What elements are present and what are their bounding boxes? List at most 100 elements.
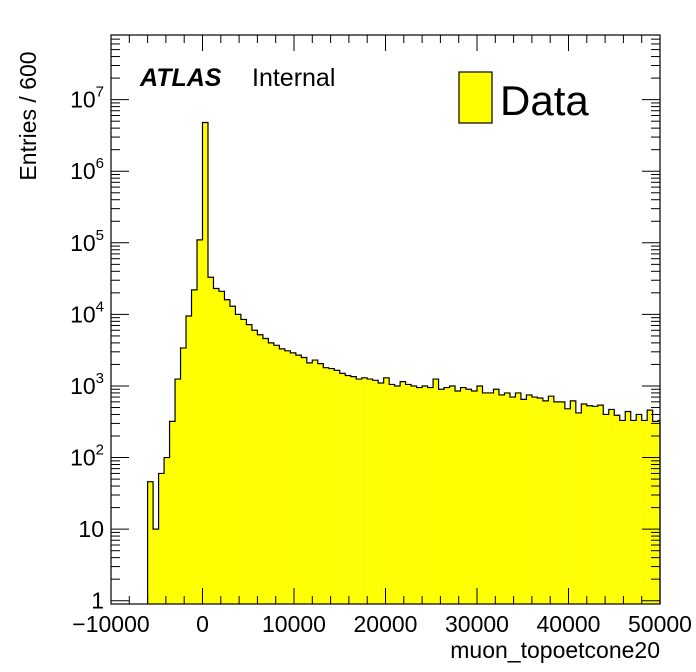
histogram-bar bbox=[235, 314, 241, 604]
histogram-bar bbox=[257, 334, 263, 604]
histogram-bar bbox=[334, 370, 340, 604]
histogram-bar bbox=[581, 404, 587, 604]
y-tick-label: 106 bbox=[70, 155, 104, 184]
histogram-bar bbox=[317, 363, 324, 604]
legend-data-swatch bbox=[458, 71, 493, 124]
atlas-label: ATLAS bbox=[139, 64, 222, 92]
histogram-bar bbox=[455, 391, 461, 604]
x-tick-label: 50000 bbox=[628, 611, 692, 637]
histogram-bar bbox=[553, 401, 560, 604]
histogram-bar bbox=[273, 345, 280, 604]
histogram-bar bbox=[290, 352, 296, 604]
y-tick-label: 10 bbox=[78, 516, 104, 542]
histogram-bars bbox=[147, 121, 661, 605]
histogram-bar bbox=[147, 481, 154, 604]
histogram-bar bbox=[312, 360, 318, 604]
histogram-bar bbox=[389, 384, 395, 604]
histogram-bar bbox=[608, 409, 615, 604]
y-tick-label: 1 bbox=[91, 588, 104, 614]
histogram-bar bbox=[597, 405, 604, 604]
histogram-bar bbox=[548, 396, 554, 604]
x-tick-label: 30000 bbox=[445, 611, 509, 637]
histogram-bar bbox=[246, 324, 252, 604]
histogram-bar bbox=[515, 392, 521, 604]
histogram-bar bbox=[542, 400, 549, 604]
histogram-bar bbox=[361, 377, 368, 604]
histogram-bar bbox=[180, 347, 187, 604]
histogram-bar bbox=[175, 379, 181, 604]
histogram-bar bbox=[213, 288, 219, 604]
histogram-bar bbox=[367, 379, 373, 604]
histogram-bar bbox=[526, 394, 532, 604]
histogram-bar bbox=[477, 385, 483, 604]
histogram-bar bbox=[433, 379, 439, 604]
histogram-bar bbox=[592, 406, 598, 604]
x-axis-title: muon_topoetcone20 bbox=[450, 637, 660, 663]
histogram-bar bbox=[197, 239, 203, 605]
histogram-bar bbox=[224, 299, 230, 604]
histogram-bar bbox=[345, 375, 351, 604]
y-tick-label: 107 bbox=[70, 84, 104, 113]
internal-label: Internal bbox=[252, 64, 335, 92]
histogram-bar bbox=[586, 405, 593, 604]
histogram-bar bbox=[383, 377, 390, 604]
histogram-bar bbox=[328, 368, 335, 604]
histogram-bar bbox=[186, 315, 192, 604]
histogram-bar bbox=[614, 415, 620, 604]
histogram-bar bbox=[498, 394, 505, 604]
histogram-bar bbox=[169, 421, 176, 604]
histogram-bar bbox=[306, 362, 313, 604]
histogram-bar bbox=[301, 357, 307, 604]
histogram-bar bbox=[207, 277, 214, 604]
histogram-bar bbox=[405, 384, 412, 604]
histogram-bar bbox=[411, 385, 417, 604]
histogram-bar bbox=[625, 411, 631, 604]
histogram-bar bbox=[658, 420, 660, 604]
histogram-bar bbox=[268, 342, 274, 604]
histogram-bar bbox=[493, 389, 499, 604]
legend-data-label: Data bbox=[500, 77, 589, 124]
histogram-bar bbox=[416, 387, 423, 604]
histogram-bar bbox=[559, 401, 565, 604]
histogram-bar bbox=[422, 385, 428, 604]
y-tick-label: 105 bbox=[70, 227, 104, 256]
histogram-bar bbox=[356, 379, 362, 604]
histogram-bar bbox=[378, 383, 384, 604]
histogram-bar bbox=[647, 410, 653, 604]
histogram-bar bbox=[509, 397, 516, 604]
histogram-bar bbox=[158, 473, 165, 604]
histogram-bar bbox=[218, 291, 225, 604]
histogram-bar bbox=[191, 289, 198, 604]
histogram-bar bbox=[564, 408, 571, 604]
histogram-bar bbox=[570, 400, 576, 604]
y-axis-title: Entries / 600 bbox=[15, 51, 41, 180]
histogram-bar bbox=[449, 385, 456, 604]
y-tick-label: 103 bbox=[70, 370, 104, 399]
histogram-bar bbox=[603, 414, 609, 604]
histogram-bar bbox=[394, 385, 401, 604]
histogram-bar bbox=[619, 420, 626, 604]
histogram-bar bbox=[520, 399, 527, 604]
histogram-bar bbox=[372, 380, 379, 604]
histogram-bar bbox=[262, 338, 269, 604]
histogram-bar bbox=[652, 421, 659, 604]
histogram-bar bbox=[229, 306, 236, 604]
histogram-bar bbox=[323, 367, 329, 604]
histogram-bar bbox=[531, 397, 538, 604]
histogram-bar bbox=[466, 389, 472, 604]
histogram-bar bbox=[575, 412, 582, 604]
histogram-bar bbox=[537, 397, 543, 604]
histogram-bar bbox=[400, 381, 406, 604]
y-tick-label: 104 bbox=[70, 298, 104, 327]
histogram-bar bbox=[202, 122, 208, 604]
histogram-bar bbox=[438, 389, 445, 604]
histogram-bar bbox=[482, 392, 488, 604]
x-tick-label: 20000 bbox=[354, 611, 418, 637]
x-tick-label: −10000 bbox=[72, 611, 149, 637]
y-tick-label: 102 bbox=[70, 442, 104, 471]
histogram-bar bbox=[504, 392, 510, 604]
histogram-bar bbox=[251, 330, 258, 604]
histogram-bar bbox=[153, 529, 159, 604]
histogram-bar bbox=[427, 387, 434, 604]
